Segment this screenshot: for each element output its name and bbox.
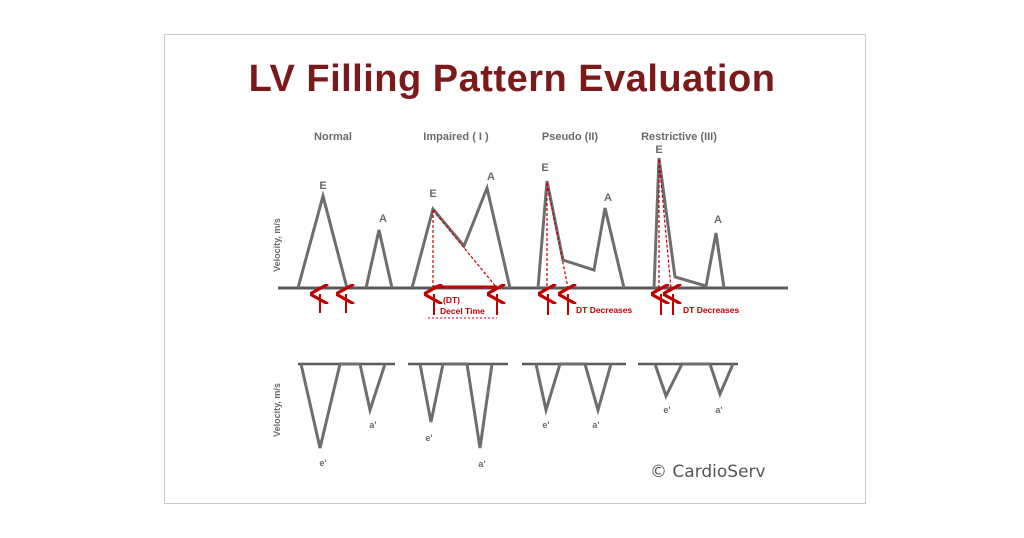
normal-tdi-wave [299, 362, 387, 449]
pseudo-tdi-wave [534, 362, 613, 416]
restrictive-tdi-wave [653, 362, 735, 400]
copyright-text: © CardioServ [650, 462, 766, 482]
figure-title: LV Filling Pattern Evaluation [248, 58, 776, 100]
pattern-label-normal: Normal [314, 131, 352, 143]
impaired-e-prime-label: e' [425, 433, 432, 443]
pseudo-e-prime-label: e' [542, 420, 549, 430]
dt-decreases-restrictive: DT Decreases [683, 305, 740, 315]
restrictive-ea-wave [652, 157, 726, 289]
pattern-label-impaired: Impaired ( I ) [423, 131, 489, 143]
dt-annotation: (DT) [443, 295, 460, 305]
normal-e-label: E [319, 180, 326, 192]
decel-time-annotation: Decel Time [440, 306, 485, 316]
y-axis-label-top: Velocity, m/s [272, 218, 282, 272]
pseudo-dt-slope-line [546, 182, 569, 289]
pseudo-e-label: E [541, 162, 548, 174]
normal-a-label: A [379, 213, 387, 225]
restrictive-a-label: A [714, 214, 722, 226]
normal-e-prime-label: e' [319, 458, 326, 468]
restrictive-dt-slope-line [658, 159, 672, 289]
normal-a-prime-label: a' [369, 420, 376, 430]
restrictive-e-label: E [655, 144, 662, 156]
restrictive-a-prime-label: a' [715, 405, 722, 415]
pattern-label-restrictive: Restrictive (III) [641, 131, 717, 143]
restrictive-e-prime-label: e' [663, 405, 670, 415]
normal-e-wave [296, 190, 349, 289]
dt-decreases-pseudo: DT Decreases [576, 305, 633, 315]
figure-card [164, 34, 866, 504]
pseudo-a-prime-label: a' [592, 420, 599, 430]
impaired-tdi-wave [418, 362, 494, 449]
pseudo-ea-wave [536, 180, 626, 289]
impaired-a-prime-label: a' [478, 459, 485, 469]
impaired-dt-slope-line [432, 209, 498, 289]
normal-a-wave [364, 229, 394, 289]
y-axis-label-bottom: Velocity, m/s [272, 383, 282, 437]
impaired-ea-wave [410, 182, 512, 289]
pseudo-a-label: A [604, 192, 612, 204]
impaired-e-label: E [429, 188, 436, 200]
pattern-label-pseudo: Pseudo (II) [542, 131, 599, 143]
impaired-a-label: A [487, 171, 495, 183]
